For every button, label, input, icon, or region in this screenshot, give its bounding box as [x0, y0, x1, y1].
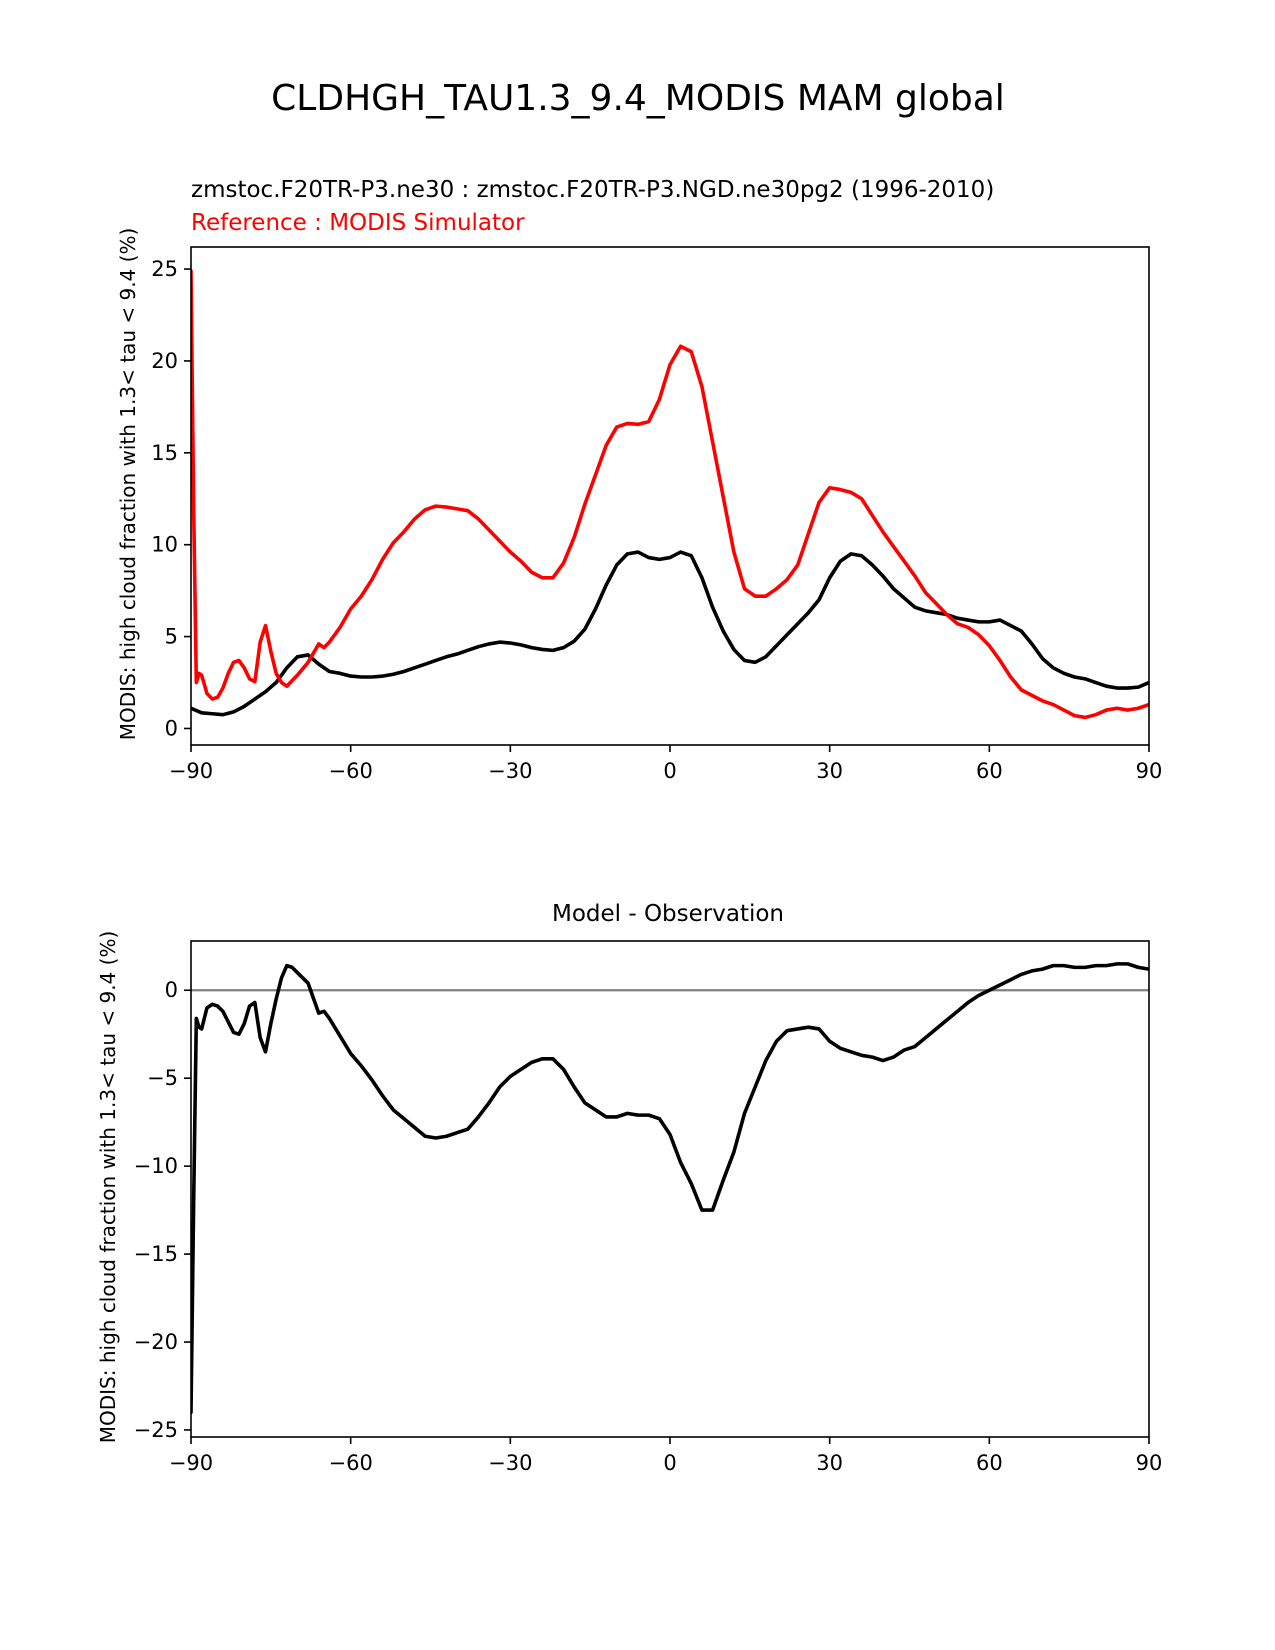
top-y-tick-label: 10 — [151, 533, 178, 557]
top-x-tick-label: −90 — [169, 759, 213, 783]
top-y-axis-label: MODIS: high cloud fraction with 1.3< tau… — [116, 228, 140, 740]
top-y-tick-label: 5 — [165, 625, 178, 649]
top-panel: zmstoc.F20TR-P3.ne30 : zmstoc.F20TR-P3.N… — [116, 177, 1162, 783]
bottom-x-tick-label: −90 — [169, 1451, 213, 1475]
bottom-y-axis-label: MODIS: high cloud fraction with 1.3< tau… — [96, 931, 120, 1443]
top-y-tick-label: 20 — [151, 349, 178, 373]
top-subtitle-test: zmstoc.F20TR-P3.ne30 : zmstoc.F20TR-P3.N… — [191, 177, 994, 203]
bottom-plot-area: −90 −60 −30 0 30 60 90 0 −5 −10 −15 −20 −25 — [134, 940, 1163, 1475]
bottom-x-tick-label: −30 — [488, 1451, 532, 1475]
top-y-tick-label: 15 — [151, 441, 178, 465]
bottom-y-tick-label: −15 — [134, 1242, 178, 1266]
top-subtitle-reference: Reference : MODIS Simulator — [191, 210, 525, 236]
top-x-tick-label: 30 — [816, 759, 843, 783]
bottom-y-tick-label: 0 — [165, 978, 178, 1002]
top-x-tick-label: 90 — [1136, 759, 1163, 783]
bottom-y-tick-label: −10 — [134, 1154, 178, 1178]
top-x-tick-label: 0 — [663, 759, 676, 783]
bottom-x-tick-label: 0 — [663, 1451, 676, 1475]
bottom-panel: Model - Observation MODIS: high cloud fr… — [96, 901, 1162, 1475]
bottom-x-tick-label: −60 — [329, 1451, 373, 1475]
bottom-x-tick-label: 30 — [816, 1451, 843, 1475]
bottom-x-tick-label: 60 — [976, 1451, 1003, 1475]
bottom-y-tick-label: −20 — [134, 1330, 178, 1354]
top-x-tick-label: 60 — [976, 759, 1003, 783]
top-x-tick-label: −60 — [329, 759, 373, 783]
top-y-tick-label: 25 — [151, 257, 178, 281]
top-series-test-line — [191, 550, 1149, 717]
top-x-tick-label: −30 — [488, 759, 532, 783]
bottom-x-tick-label: 90 — [1136, 1451, 1163, 1475]
bottom-series-difference-line — [191, 962, 1149, 1415]
top-y-tick-label: 0 — [165, 716, 178, 740]
figure-title: CLDHGH_TAU1.3_9.4_MODIS MAM global — [271, 78, 1005, 119]
bottom-y-tick-label: −25 — [134, 1418, 178, 1442]
top-plot-area: −90 −60 −30 0 30 60 90 0 5 10 15 20 25 — [151, 246, 1163, 783]
top-series-reference-line — [191, 269, 1149, 720]
bottom-title: Model - Observation — [552, 901, 784, 927]
bottom-y-tick-label: −5 — [147, 1066, 178, 1090]
